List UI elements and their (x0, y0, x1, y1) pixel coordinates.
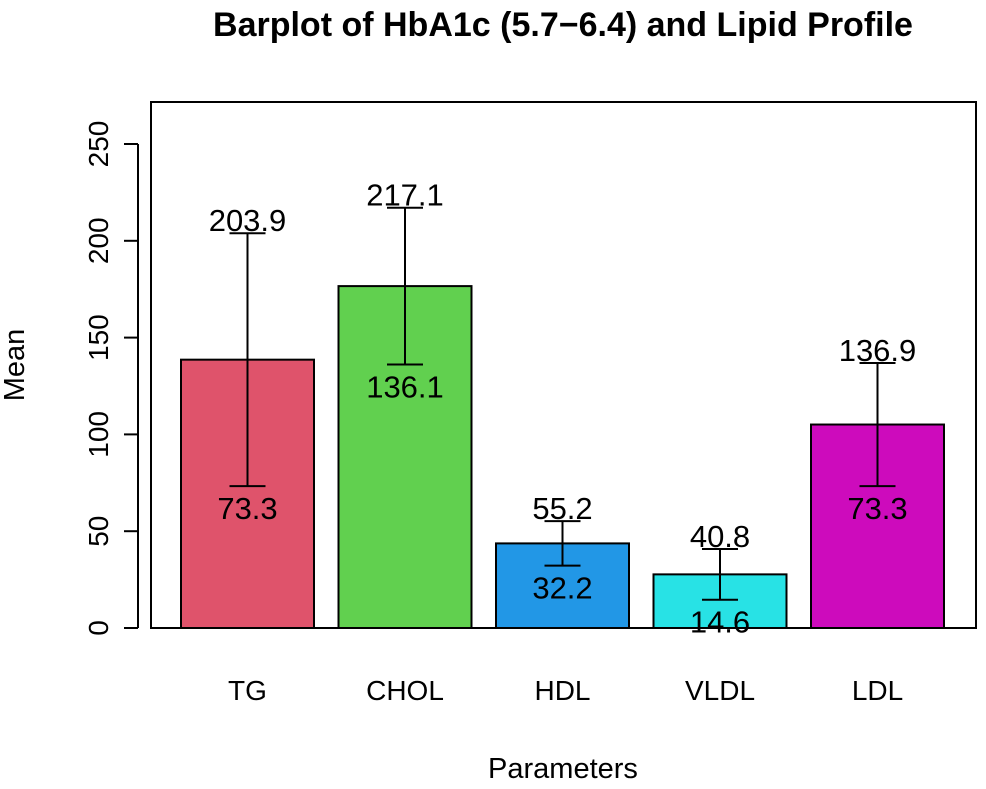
y-tick-label: 150 (83, 314, 114, 361)
category-label: VLDL (685, 675, 755, 706)
bars-group: 203.9 73.3 217.1 136.1 55.2 32.2 40.8 14.6 136.9… (180, 178, 945, 640)
y-tick-label: 100 (83, 411, 114, 458)
category-label: HDL (534, 675, 590, 706)
y-tick-label: 50 (83, 516, 114, 547)
chart-title: Barplot of HbA1c (5.7−6.4) and Lipid Pro… (213, 6, 913, 44)
category-labels: TG CHOL HDL VLDL LDL (228, 675, 903, 706)
y-axis-label: Mean (0, 329, 31, 402)
lower-value-label: 73.3 (847, 491, 907, 526)
lower-value-label: 136.1 (366, 370, 444, 405)
upper-value-label: 136.9 (839, 333, 917, 368)
y-tick-label: 250 (83, 121, 114, 168)
category-label: TG (228, 675, 267, 706)
lower-value-label: 32.2 (532, 571, 592, 606)
upper-value-label: 203.9 (209, 203, 287, 238)
y-axis: 0 50 100 150 200 250 (83, 121, 139, 636)
category-label: LDL (852, 675, 903, 706)
lower-value-label: 73.3 (217, 491, 277, 526)
lower-value-label: 14.6 (690, 605, 750, 640)
upper-value-label: 217.1 (366, 178, 444, 213)
category-label: CHOL (366, 675, 444, 706)
x-axis-label: Parameters (488, 753, 638, 784)
y-tick-label: 0 (83, 620, 114, 636)
y-tick-label: 200 (83, 217, 114, 264)
upper-value-label: 40.8 (690, 519, 750, 554)
upper-value-label: 55.2 (532, 491, 592, 526)
